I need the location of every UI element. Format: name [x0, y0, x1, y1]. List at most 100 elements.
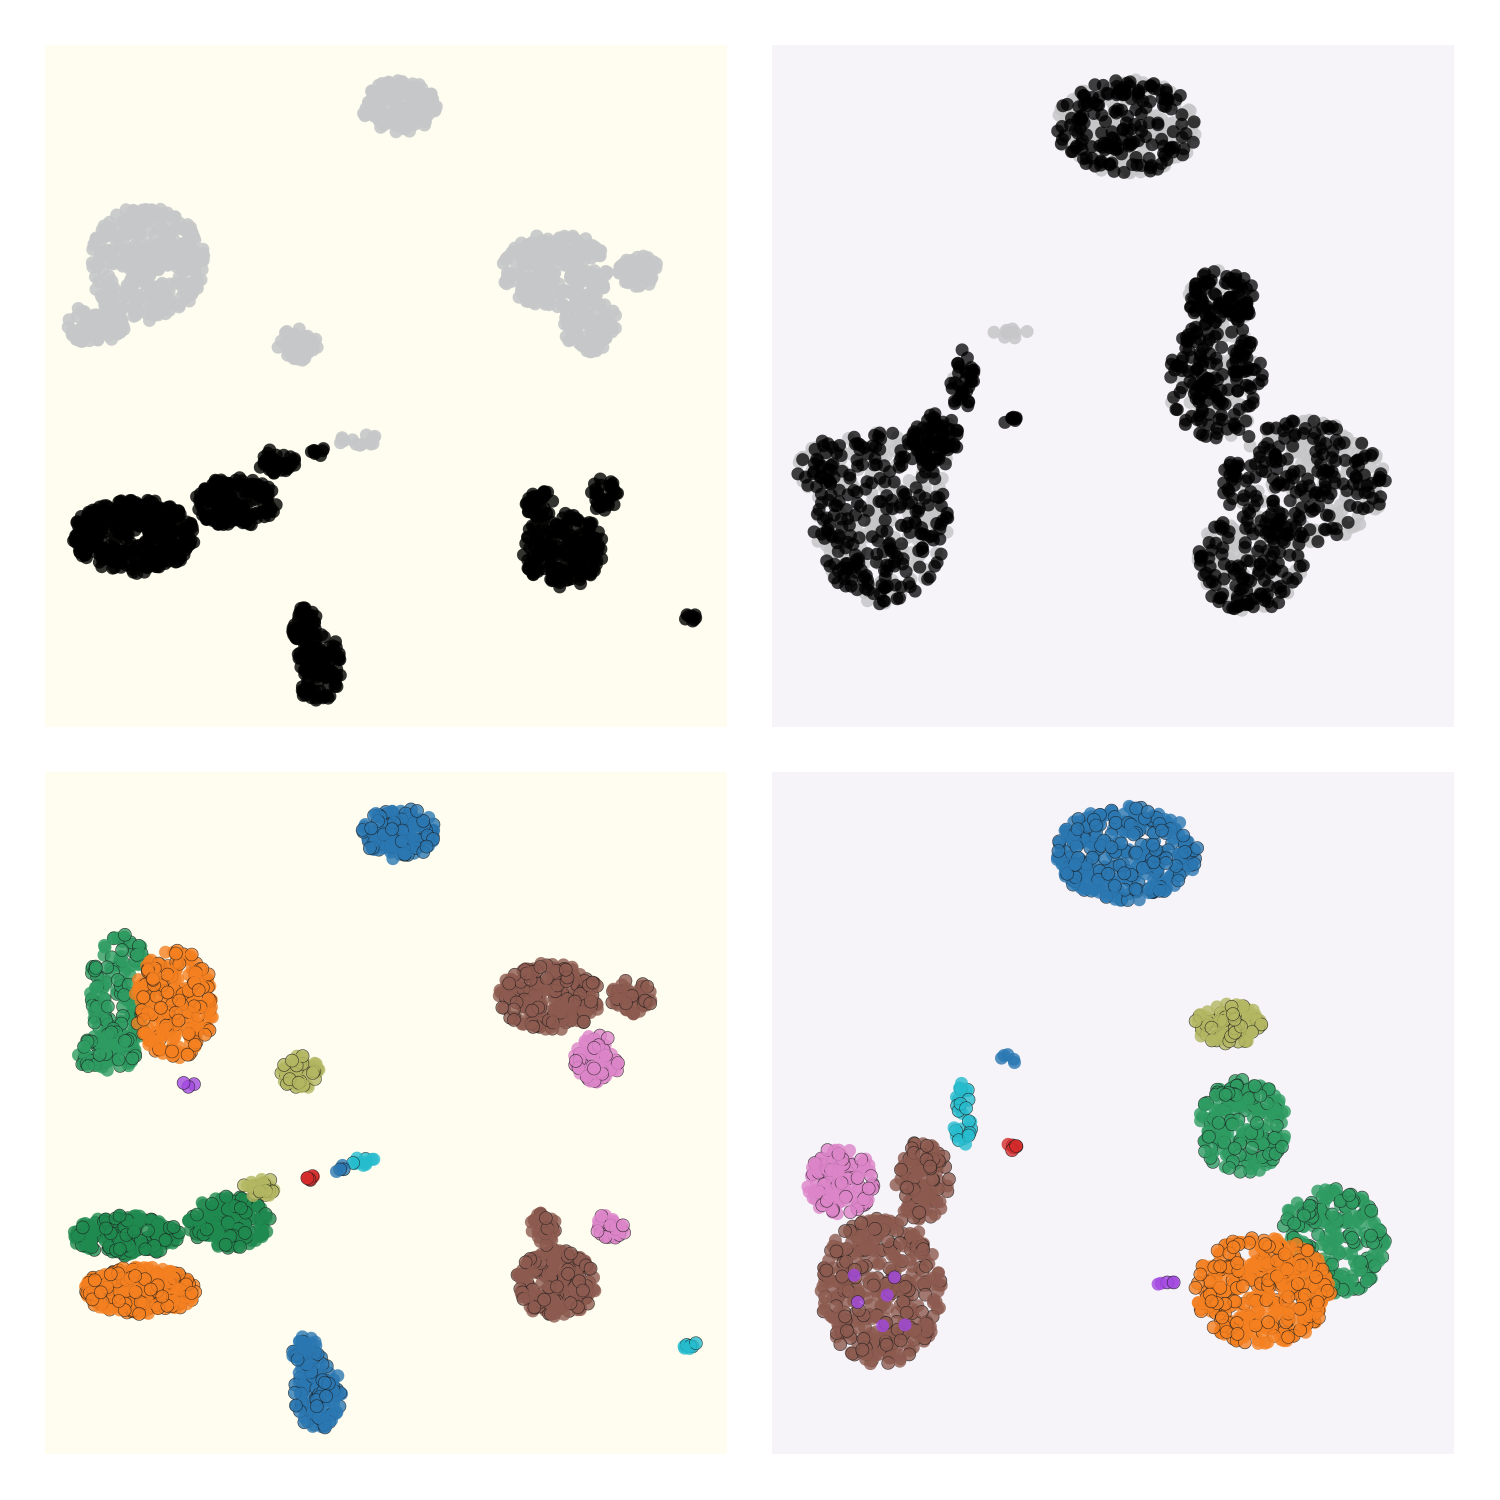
scatter-point — [115, 1042, 129, 1056]
scatter-point — [88, 981, 102, 995]
scatter-point — [1205, 589, 1219, 603]
scatter-point — [832, 531, 846, 545]
scatter-point — [201, 1007, 215, 1021]
scatter-point — [987, 325, 1001, 339]
scatter-point — [1169, 402, 1183, 416]
scatter-point — [521, 553, 535, 567]
scatter-point — [1119, 86, 1133, 100]
scatter-point — [1269, 480, 1283, 494]
scatter-point — [1242, 430, 1256, 443]
scatter-point — [128, 497, 142, 510]
scatter-point — [418, 115, 432, 129]
scatter-point — [878, 513, 892, 527]
scatter-point — [923, 570, 937, 584]
scatter-point — [370, 833, 384, 847]
scatter-point — [424, 87, 438, 101]
scatter-point — [596, 320, 610, 334]
scatter-point — [890, 550, 904, 564]
scatter-point — [78, 548, 92, 562]
scatter-point — [103, 539, 117, 553]
scatter-point — [1227, 418, 1241, 432]
scatter-point — [76, 320, 90, 334]
scatter-point — [1099, 115, 1112, 129]
scatter-point — [1115, 103, 1128, 117]
scatter-point — [588, 477, 601, 491]
scatter-point — [1272, 596, 1286, 610]
scatter-point — [309, 641, 323, 655]
scatter-point — [141, 514, 155, 528]
scatter-point — [172, 271, 186, 284]
scatter-point — [568, 1054, 583, 1068]
scatter-point — [259, 506, 272, 520]
scatter-point — [143, 955, 157, 969]
scatter-point — [128, 303, 142, 317]
scatter-point — [881, 579, 894, 593]
scatter-point — [576, 309, 590, 323]
scatter-point — [948, 394, 961, 408]
scatter-point — [1205, 543, 1219, 557]
scatter-point — [141, 537, 154, 551]
scatter-point — [149, 307, 163, 321]
scatter-point — [1329, 433, 1343, 447]
scatter-point — [1181, 328, 1195, 342]
scatter-point — [819, 446, 833, 460]
scatter-point — [288, 458, 302, 472]
scatter-point — [1318, 522, 1331, 536]
scatter-point — [1309, 486, 1323, 500]
scatter-point — [107, 323, 121, 337]
scatter-point — [1217, 521, 1230, 535]
scatter-point — [184, 255, 198, 269]
scatter-point — [1051, 124, 1065, 138]
scatter-point — [1277, 535, 1291, 549]
scatter-point — [558, 254, 572, 268]
scatter-point — [92, 257, 106, 271]
scatter-point — [412, 78, 426, 92]
scatter-point — [562, 558, 576, 572]
scatter-point — [915, 470, 929, 484]
scatter-point — [141, 1007, 155, 1021]
scatter-point — [156, 207, 170, 221]
scatter-point — [120, 227, 134, 241]
scatter-point — [928, 559, 942, 573]
scatter-point — [125, 1051, 140, 1066]
scatter-point — [1311, 535, 1325, 549]
scatter-point — [136, 990, 151, 1004]
scatter-point — [533, 263, 547, 277]
scatter-point — [525, 1003, 540, 1018]
scatter-point — [1209, 315, 1223, 329]
scatter-point — [429, 100, 443, 113]
scatter-point — [158, 516, 172, 530]
scatter-point — [932, 491, 946, 505]
scatter-point — [579, 533, 593, 547]
scatter-point — [901, 496, 915, 510]
scatter-point — [558, 963, 573, 977]
scatter-point — [1238, 540, 1252, 554]
scatter-point — [599, 268, 612, 282]
scatter-point — [102, 311, 116, 325]
scatter-point — [1159, 83, 1173, 97]
scatter-point — [1364, 449, 1378, 462]
scatter-point — [113, 548, 127, 562]
scatter-point — [1316, 447, 1330, 461]
scatter-point — [1071, 126, 1085, 140]
scatter-point — [378, 91, 392, 105]
scatter-point — [583, 334, 597, 348]
scatter-point — [1241, 304, 1255, 318]
scatter-point — [1095, 126, 1109, 140]
scatter-point — [1195, 402, 1209, 416]
scatter-point — [646, 255, 660, 269]
scatter-point — [1324, 487, 1338, 500]
scatter-point — [116, 259, 130, 273]
scatter-point — [951, 424, 964, 438]
scatter-point — [71, 302, 85, 315]
scatter-point — [329, 635, 342, 649]
scatter-point — [277, 448, 291, 462]
scatter-point — [194, 253, 208, 267]
scatter-point — [1209, 431, 1223, 445]
scatter-point — [528, 985, 542, 998]
scatter-point — [905, 437, 919, 450]
scatter-point — [1147, 82, 1161, 96]
scatter-point — [1196, 342, 1210, 356]
scatter-point — [1215, 340, 1229, 354]
scatter-point — [820, 511, 833, 525]
